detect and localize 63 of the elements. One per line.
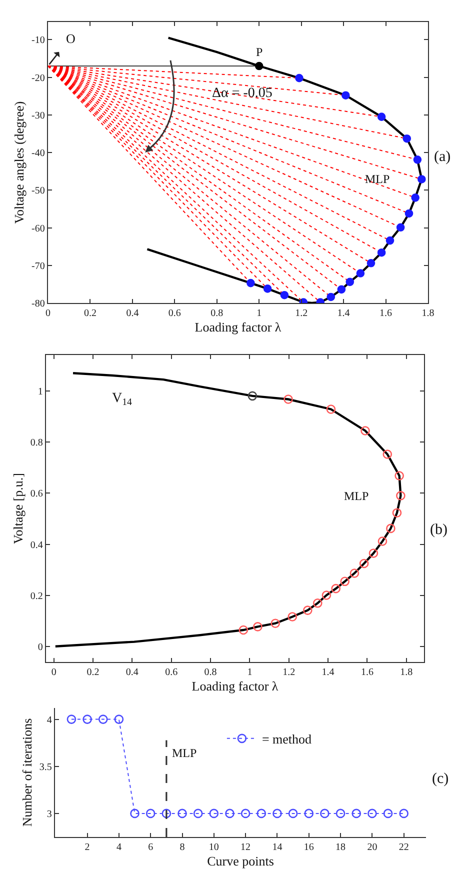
y-tick-label: -10 — [32, 35, 45, 46]
ref-line-label: MLP — [172, 746, 197, 760]
x-tick-label: 0.8 — [204, 667, 217, 678]
x-tick-label: 1.6 — [360, 667, 374, 678]
y-tick-label: 1 — [38, 386, 43, 398]
x-axis-title: Loading factor λ — [194, 320, 282, 335]
x-tick-label: 0.8 — [210, 308, 224, 320]
x-tick-label: 0.6 — [165, 667, 178, 678]
text: (a) — [434, 149, 451, 165]
x-tick-label: 20 — [367, 842, 378, 854]
x-axis-title: Loading factor λ — [192, 678, 279, 694]
text: (c) — [432, 771, 449, 787]
x-tick-label: 4 — [116, 842, 122, 854]
y-tick-label: -30 — [32, 110, 45, 122]
y-tick-label: 4 — [46, 714, 52, 726]
x-tick-label: 1.2 — [295, 308, 308, 320]
x-tick-label: 1.6 — [380, 308, 392, 320]
x-tick-label: 0.4 — [126, 308, 139, 320]
x-tick-label: 18 — [336, 842, 346, 854]
x-tick-label: 6 — [148, 842, 154, 854]
y-tick-label: 3.5 — [39, 762, 52, 773]
x-tick-label: 1 — [256, 308, 262, 320]
x-tick-label: 0.2 — [86, 667, 100, 678]
annotation: O — [66, 31, 76, 46]
annotation: V$_{14}$ — [112, 391, 132, 408]
x-tick-label: 0.4 — [126, 667, 138, 678]
y-tick-label: 0.2 — [30, 590, 43, 602]
x-tick-label: 8 — [180, 842, 185, 854]
annotation: MLP — [365, 172, 390, 186]
y-tick-label: -80 — [32, 298, 45, 310]
annotation: MLP — [344, 489, 369, 503]
legend-label: = method — [262, 732, 312, 746]
x-tick-label: 1.4 — [322, 667, 334, 678]
x-tick-label: 22 — [398, 842, 409, 854]
y-tick-label: -20 — [32, 72, 45, 84]
y-tick-label: 0.8 — [30, 437, 43, 448]
annotation: Δα = -0.05 — [212, 86, 272, 101]
text: (b) — [430, 522, 448, 538]
x-tick-label: 1.8 — [422, 308, 434, 320]
x-tick-label: 1.2 — [282, 667, 296, 678]
x-tick-label: 0.2 — [84, 308, 96, 320]
y-tick-label: 0 — [38, 642, 43, 654]
x-tick-label: 1.4 — [337, 308, 350, 320]
y-axis-title: Number of iterations — [19, 718, 34, 827]
y-tick-label: 3 — [46, 808, 52, 820]
x-tick-label: 2 — [84, 842, 90, 854]
x-tick-label: 1.8 — [400, 667, 413, 678]
y-tick-label: -40 — [32, 148, 45, 160]
y-axis-title: Voltage [p.u.] — [10, 473, 26, 544]
y-axis-title: Voltage angles (degree) — [12, 101, 27, 224]
x-tick-label: 10 — [208, 842, 219, 854]
y-tick-label: -70 — [32, 260, 45, 272]
y-tick-label: 0.6 — [30, 488, 43, 500]
annotation: P — [256, 45, 263, 59]
y-tick-label: 0.4 — [30, 540, 43, 551]
x-axis-title: Curve points — [207, 854, 274, 869]
x-tick-label: 16 — [304, 842, 314, 854]
x-tick-label: 14 — [272, 842, 282, 854]
y-tick-label: -60 — [32, 223, 45, 234]
x-tick-label: 12 — [240, 842, 251, 854]
y-tick-label: -50 — [32, 186, 45, 197]
x-tick-label: 0.6 — [168, 308, 181, 320]
x-tick-label: 1 — [247, 667, 252, 678]
